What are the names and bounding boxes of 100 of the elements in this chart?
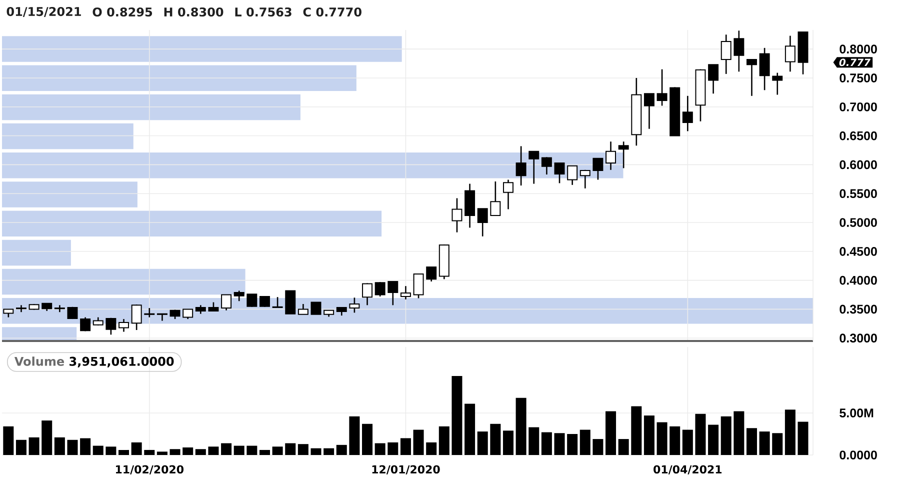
text: C 0.7770 — [303, 7, 362, 17]
bar — [67, 440, 78, 455]
bar — [426, 442, 437, 455]
y-tick-label: 0.6500 — [840, 131, 877, 140]
bar — [720, 416, 732, 455]
y-tick-label: 0.5500 — [840, 189, 877, 198]
candlestick — [234, 290, 244, 302]
bar — [2, 240, 71, 266]
candlestick — [272, 296, 283, 308]
candlestick — [580, 169, 590, 190]
candlestick — [490, 180, 501, 216]
candlestick — [784, 35, 796, 72]
candlestick — [708, 64, 719, 94]
bar — [208, 446, 219, 455]
bar — [106, 446, 116, 455]
candlestick — [592, 158, 604, 180]
y-tick-label: 0.5000 — [840, 218, 877, 227]
bar — [131, 442, 142, 455]
bar — [656, 422, 668, 455]
bar — [502, 430, 514, 455]
x-tick-label: 01/04/2021 — [654, 465, 722, 474]
candlestick — [182, 308, 194, 320]
candlestick — [426, 266, 437, 282]
candlestick — [759, 47, 770, 91]
x-tick-label: 11/02/2020 — [116, 465, 184, 474]
candlestick — [644, 92, 654, 130]
bar — [784, 410, 796, 455]
candlestick — [528, 150, 540, 184]
candlestick — [259, 296, 270, 308]
bar — [516, 398, 526, 455]
text: 0.777 — [839, 58, 871, 66]
candlestick — [656, 68, 668, 106]
y-tick-label: 0.8000 — [840, 44, 877, 54]
candlestick — [285, 290, 296, 314]
bar — [298, 444, 308, 455]
bar — [92, 446, 104, 455]
bar — [464, 404, 476, 455]
annotation: 3,951,061.0000 — [70, 356, 174, 368]
bar — [772, 433, 783, 455]
bar — [759, 431, 770, 455]
bar — [362, 424, 373, 455]
bar — [246, 446, 258, 455]
y-tick-label: 0.4000 — [840, 276, 877, 285]
candlestick — [746, 58, 757, 97]
y-tick-label: 0.0000 — [840, 450, 877, 460]
bar — [400, 438, 411, 455]
candlestick — [503, 179, 514, 210]
candlestick — [106, 317, 116, 336]
y-tick-label: 0.3000 — [840, 334, 877, 343]
candlestick — [720, 34, 732, 75]
chart-title: 01/15/2021 — [6, 6, 81, 18]
bar — [285, 443, 296, 455]
bar — [631, 406, 642, 455]
bar — [336, 444, 347, 455]
y-tick-label: 0.3500 — [840, 304, 877, 314]
candlestick — [349, 296, 360, 314]
bar — [234, 446, 244, 455]
text: L 0.7563 — [235, 7, 292, 17]
candlestick — [362, 282, 373, 306]
candlestick — [54, 304, 65, 313]
y-tick-label: 0.7000 — [840, 102, 877, 112]
bar — [2, 268, 246, 295]
bar — [708, 424, 719, 455]
bar — [272, 446, 283, 455]
candlestick — [374, 281, 386, 298]
text: H 0.8300 — [164, 7, 224, 17]
bar — [54, 437, 65, 455]
bar — [554, 433, 565, 455]
bar — [156, 452, 168, 455]
candlestick — [772, 72, 783, 96]
candlestick — [516, 146, 526, 186]
candlestick — [682, 95, 693, 132]
bar — [567, 434, 578, 455]
candlestick — [16, 304, 26, 313]
bar — [541, 432, 552, 455]
bar — [477, 431, 488, 455]
bar — [682, 430, 693, 455]
bar — [644, 415, 654, 455]
candlestick — [734, 30, 744, 72]
candlestick — [156, 313, 168, 322]
candlestick — [80, 316, 91, 332]
bar — [195, 449, 206, 455]
candlestick — [246, 294, 258, 308]
bar — [2, 210, 382, 236]
x-tick-label: 12/01/2020 — [372, 465, 440, 474]
text: Volume — [14, 356, 64, 366]
y-tick-label: 0.6000 — [840, 160, 877, 170]
bar — [695, 414, 706, 455]
candlestick — [606, 140, 616, 171]
bar — [3, 426, 14, 455]
bar — [438, 426, 450, 455]
y-tick-label: 5.00M — [840, 408, 874, 418]
candlestick — [567, 165, 578, 186]
bar — [324, 448, 334, 455]
candlestick — [221, 294, 232, 312]
candlestick — [452, 198, 462, 233]
candlestick — [413, 273, 424, 299]
bar — [798, 422, 808, 455]
bar — [28, 437, 40, 455]
bar — [2, 94, 300, 120]
